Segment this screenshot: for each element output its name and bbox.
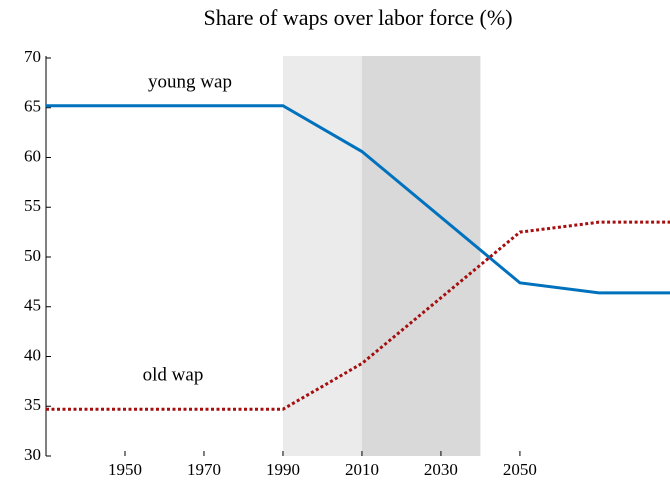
shaded-region <box>361 56 481 456</box>
y-tick-label: 45 <box>24 296 41 315</box>
x-tick-label: 1990 <box>266 460 300 479</box>
x-tick-label: 2030 <box>424 460 458 479</box>
shaded-region <box>282 56 362 456</box>
y-tick-label: 55 <box>24 196 41 215</box>
y-tick-label: 60 <box>24 146 41 165</box>
series-line <box>46 104 670 295</box>
x-tick-label: 2010 <box>345 460 379 479</box>
y-tick-label: 50 <box>24 246 41 265</box>
x-tick-label: 1970 <box>187 460 221 479</box>
x-tick-label: 1950 <box>108 460 142 479</box>
series-line <box>46 220 670 411</box>
y-tick-label: 70 <box>24 47 41 66</box>
chart-title: Share of waps over labor force (%) <box>203 5 512 30</box>
x-tick-label: 2050 <box>503 460 537 479</box>
series-label: old wap <box>143 364 204 385</box>
y-tick-label: 30 <box>24 445 41 464</box>
y-tick-label: 40 <box>24 345 41 364</box>
y-tick-label: 35 <box>24 395 41 414</box>
series-label: young wap <box>148 71 232 92</box>
y-tick-label: 65 <box>24 97 41 116</box>
